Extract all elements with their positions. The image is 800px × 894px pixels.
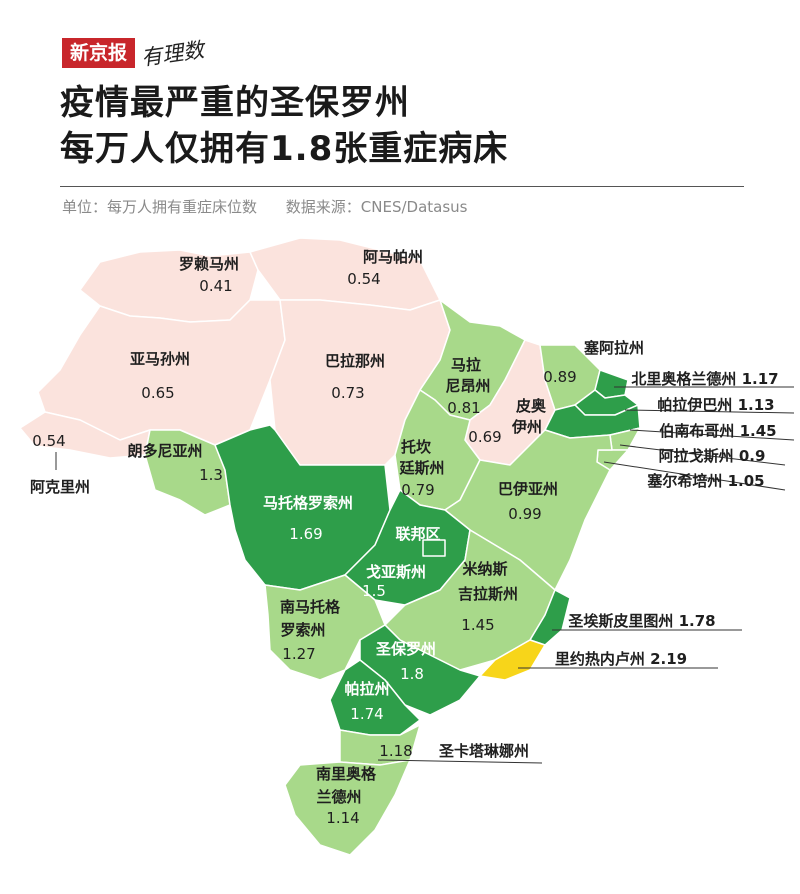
- label-maranhao-name-1: 马拉: [451, 356, 481, 374]
- label-pernambuco: 伯南布哥州 1.45: [659, 422, 776, 440]
- unit-label: 单位：每万人拥有重症床位数: [62, 198, 258, 216]
- label-roraima-value: 0.41: [199, 277, 232, 295]
- region-rs: [284, 759, 411, 856]
- label-rondonia-value: 1.3: [199, 466, 223, 484]
- label-ceara-name: 塞阿拉州: [584, 339, 644, 357]
- label-sc-name: 圣卡塔琳娜州: [438, 742, 529, 760]
- region-ms: [264, 574, 386, 681]
- callout-line-sergipe: [603, 461, 786, 491]
- label-tocantins-name-2: 廷斯州: [398, 459, 444, 477]
- label-ceara-value: 0.89: [543, 368, 576, 386]
- callout-line-sc: [377, 759, 543, 764]
- label-para-value: 0.73: [331, 384, 364, 402]
- label-rs-name-1: 南里奥格: [316, 765, 377, 783]
- callout-line-paraiba: [624, 409, 795, 414]
- label-piaui-value: 0.69: [468, 428, 501, 446]
- label-minas-value: 1.45: [461, 616, 494, 634]
- label-tocantins-value: 0.79: [401, 481, 434, 499]
- label-tocantins-name-1: 托坎: [401, 438, 431, 456]
- label-rs-value: 1.14: [326, 809, 359, 827]
- label-ms-name-2: 罗索州: [280, 621, 325, 639]
- label-amapa-name: 阿马帕州: [363, 248, 423, 266]
- label-mato-grosso-name: 马托格罗索州: [263, 494, 353, 512]
- label-paraiba: 帕拉伊巴州 1.13: [657, 396, 774, 414]
- label-piaui-name-1: 皮奥: [516, 397, 547, 415]
- label-rj: 里约热内卢州 2.19: [555, 650, 687, 668]
- label-goias-value: 1.5: [362, 582, 386, 600]
- label-rgn: 北里奥格兰德州 1.17: [631, 370, 778, 388]
- label-maranhao-name-2: 尼昂州: [445, 377, 490, 395]
- label-sc-value: 1.18: [379, 742, 412, 760]
- label-bahia-name: 巴伊亚州: [498, 480, 558, 498]
- label-parana-name: 帕拉州: [344, 680, 389, 698]
- title-line-1: 疫情最严重的圣保罗州: [60, 83, 410, 123]
- callout-line-alagoas: [619, 444, 786, 466]
- region-parana: [329, 659, 421, 736]
- region-sp: [359, 624, 481, 716]
- label-rondonia-name: 朗多尼亚州: [127, 442, 202, 460]
- region-df: [422, 539, 446, 557]
- label-acre-value: 0.54: [32, 432, 65, 450]
- unit-note: 单位：每万人拥有重症床位数 数据来源：CNES/Datasus: [62, 196, 492, 217]
- label-bahia-value: 0.99: [508, 505, 541, 523]
- label-sp-value: 1.8: [400, 665, 424, 683]
- label-ms-value: 1.27: [282, 645, 315, 663]
- label-ms-name-1: 南马托格: [280, 598, 341, 616]
- label-sergipe: 塞尔希培州 1.05: [647, 472, 764, 490]
- label-rs-name-2: 兰德州: [316, 788, 361, 806]
- label-minas-name-1: 米纳斯: [462, 560, 507, 578]
- callout-line-pernambuco: [629, 429, 795, 441]
- map-regions: [19, 237, 641, 856]
- region-rondonia: [144, 429, 231, 516]
- label-minas-name-2: 吉拉斯州: [458, 585, 518, 603]
- callout-lines: [55, 386, 795, 764]
- title-divider: [60, 186, 744, 187]
- label-amapa-value: 0.54: [347, 270, 380, 288]
- label-sp-name: 圣保罗州: [375, 640, 436, 658]
- label-alagoas: 阿拉戈斯州 0.9: [659, 447, 766, 465]
- title-line-2: 每万人仅拥有1.8张重症病床: [60, 129, 509, 169]
- label-parana-value: 1.74: [350, 705, 383, 723]
- label-df: 联邦区: [395, 525, 440, 543]
- label-mato-grosso-value: 1.69: [289, 525, 322, 543]
- label-piaui-name-2: 伊州: [511, 418, 542, 436]
- source-label: 数据来源：CNES/Datasus: [285, 198, 468, 216]
- label-goias-name: 戈亚斯州: [366, 563, 426, 581]
- map-labels: 罗赖马州 0.41 阿马帕州 0.54 亚马孙州 0.65 巴拉那州 0.73 …: [30, 248, 779, 827]
- brand-name: 新京报: [62, 38, 136, 68]
- label-para-name: 巴拉那州: [325, 352, 385, 370]
- label-acre-name: 阿克里州: [30, 478, 90, 496]
- brand-logo: 新京报 有理数: [62, 38, 206, 70]
- label-es: 圣埃斯皮里图州 1.78: [567, 612, 715, 630]
- label-amazonas-name: 亚马孙州: [130, 350, 190, 368]
- page-title: 疫情最严重的圣保罗州 每万人仅拥有1.8张重症病床: [60, 80, 508, 172]
- label-maranhao-value: 0.81: [447, 399, 480, 417]
- label-roraima-name: 罗赖马州: [179, 255, 239, 273]
- label-amazonas-value: 0.65: [141, 384, 174, 402]
